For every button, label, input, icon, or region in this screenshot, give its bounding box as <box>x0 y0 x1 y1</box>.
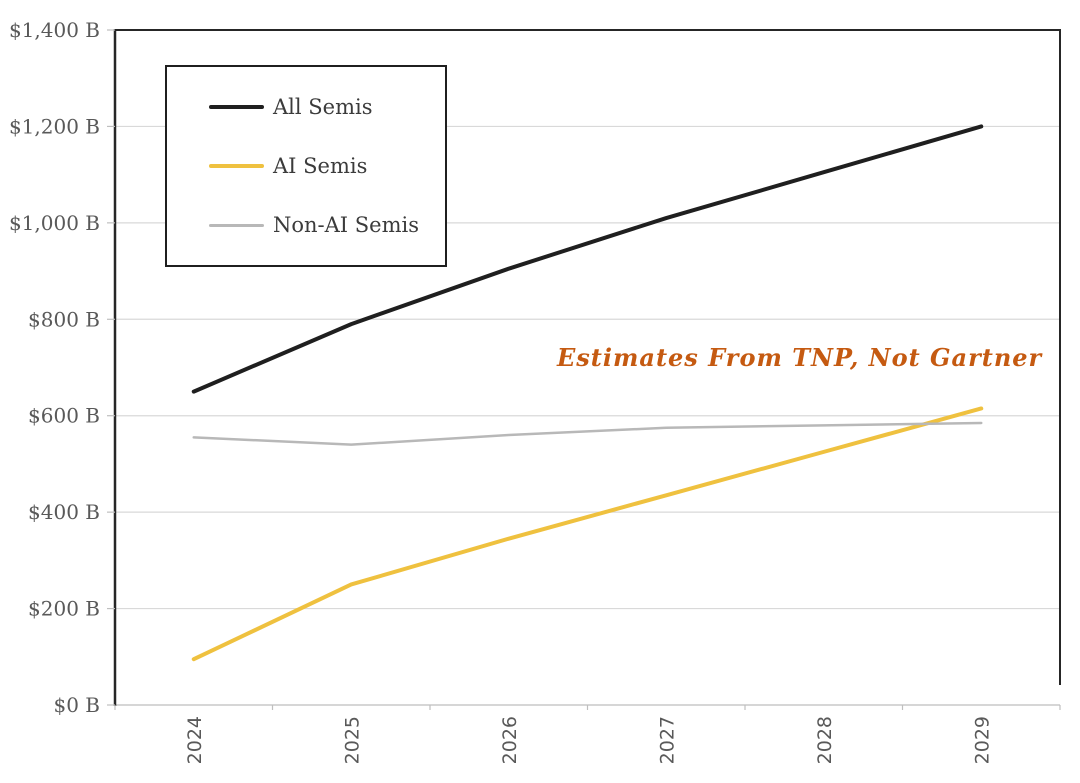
legend-item-all-semis: All Semis <box>209 95 435 119</box>
y-axis-tick-label: $1,400 B <box>9 18 100 42</box>
legend-label-ai-semis: AI Semis <box>273 153 368 178</box>
y-axis-tick-label: $1,000 B <box>9 211 100 235</box>
x-axis-tick-label: 2028 <box>814 716 836 764</box>
x-axis-tick-label: 2026 <box>499 716 521 764</box>
series-line-non-ai-semis <box>192 421 983 446</box>
x-axis-tick-label: 2025 <box>341 716 363 764</box>
y-axis-tick-label: $600 B <box>28 404 100 428</box>
y-axis-tick-label: $800 B <box>28 307 100 331</box>
chart-annotation: Estimates From TNP, Not Gartner <box>557 343 1043 372</box>
x-axis-tick-label: 2024 <box>184 716 206 764</box>
legend-item-ai-semis: AI Semis <box>209 154 435 178</box>
legend-line-sample-ai-semis <box>209 163 264 168</box>
legend-label-all-semis: All Semis <box>273 94 373 119</box>
y-axis-tick-label: $200 B <box>28 597 100 621</box>
x-axis-tick-label: 2027 <box>656 716 678 764</box>
series-line-ai-semis <box>191 406 984 662</box>
legend-item-non-ai-semis: Non-AI Semis <box>209 213 435 237</box>
y-axis-tick-label: $0 B <box>53 693 100 717</box>
y-axis-tick-label: $400 B <box>28 500 100 524</box>
series-line-all-semis <box>191 124 984 394</box>
legend: All Semis AI Semis Non-AI Semis <box>165 65 447 267</box>
legend-line-sample-non-ai-semis <box>209 224 264 227</box>
legend-line-sample-all-semis <box>209 104 264 109</box>
x-axis-tick-label: 2029 <box>971 716 993 764</box>
legend-label-non-ai-semis: Non-AI Semis <box>273 213 419 238</box>
y-axis-tick-label: $1,200 B <box>9 114 100 138</box>
